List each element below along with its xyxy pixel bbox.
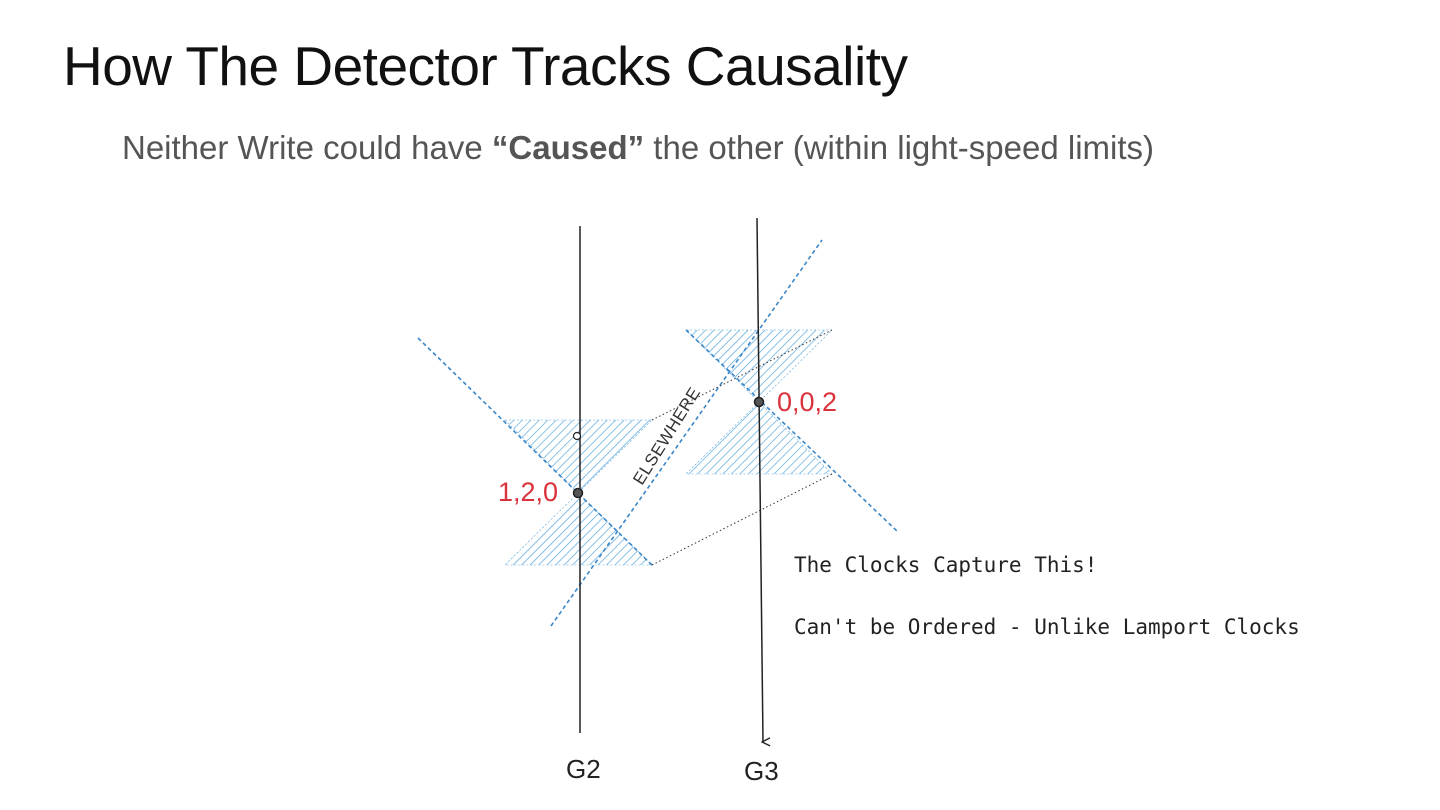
event-marker-g2	[572, 487, 584, 499]
light-line-g2-descending	[417, 337, 653, 566]
vector-clock-g3: 0,0,2	[777, 387, 837, 417]
vector-clock-g2: 1,2,0	[498, 477, 558, 507]
slide-subtitle: Neither Write could have “Caused” the ot…	[122, 126, 1154, 170]
note-cant-be-ordered: Can't be Ordered - Unlike Lamport Clocks	[794, 615, 1300, 639]
slide-title: How The Detector Tracks Causality	[63, 35, 908, 97]
future-cone-g2	[504, 419, 653, 494]
timeline-g3	[756, 217, 763, 742]
timeline-label-g2: G2	[566, 754, 601, 784]
subtitle-suffix: the other (within light-speed limits)	[644, 129, 1154, 166]
event-marker-g2-small	[572, 431, 582, 441]
light-line-ascending	[550, 239, 823, 627]
subtitle-emphasis: “Caused”	[491, 129, 645, 166]
elsewhere-boundary-lower	[651, 473, 833, 566]
event-marker-g3	[753, 396, 765, 408]
note-clocks-capture: The Clocks Capture This!	[794, 553, 1097, 577]
elsewhere-boundary-upper	[651, 329, 833, 421]
subtitle-prefix: Neither Write could have	[122, 129, 492, 166]
timeline-label-g3: G3	[744, 756, 779, 786]
